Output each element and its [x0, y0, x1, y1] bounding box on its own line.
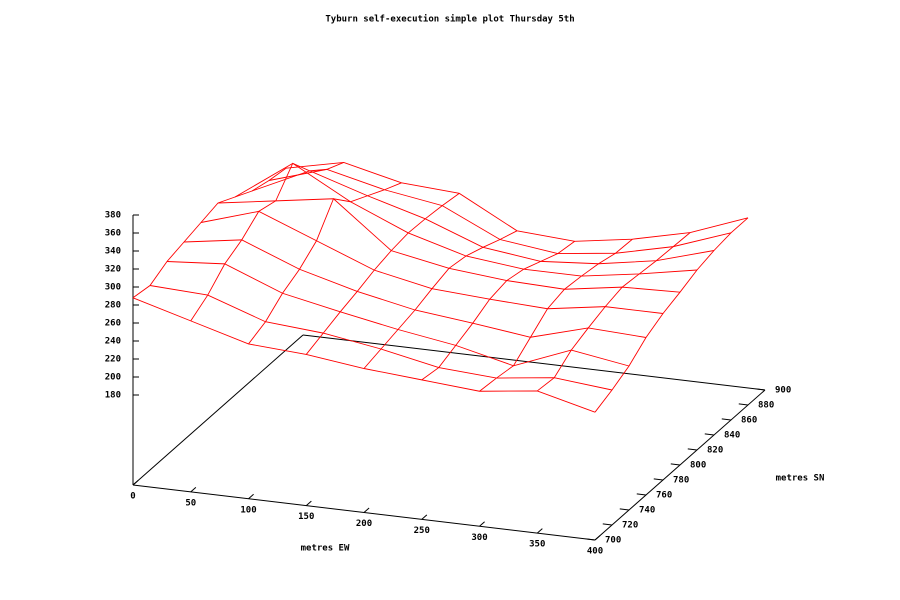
- x-tick: [190, 487, 197, 493]
- y-tick-label: 720: [622, 521, 638, 531]
- z-tick-label: 200: [105, 373, 121, 383]
- z-tick-label: 320: [105, 265, 121, 275]
- x-tick: [479, 521, 485, 527]
- x-tick-label: 350: [529, 540, 545, 550]
- y-tick: [738, 403, 749, 406]
- y-tick-label: 860: [741, 416, 757, 426]
- y-tick: [755, 388, 766, 391]
- mesh-row: [285, 162, 749, 242]
- base-edge: [302, 334, 766, 391]
- z-tick-label: 340: [105, 247, 121, 257]
- mesh-column: [305, 192, 460, 355]
- y-tick-label: 740: [639, 506, 655, 516]
- x-tick-label: 0: [130, 492, 135, 502]
- z-tick-label: 360: [105, 229, 121, 239]
- y-tick-label: 840: [724, 431, 740, 441]
- mesh-column: [594, 217, 749, 413]
- y-axis-label: metres SN: [776, 474, 825, 484]
- y-tick: [602, 523, 613, 526]
- mesh-column: [536, 232, 691, 392]
- mesh-row: [268, 168, 732, 255]
- mesh-row: [132, 297, 596, 413]
- x-tick: [363, 507, 370, 513]
- y-tick: [670, 463, 681, 466]
- base-edge: [132, 334, 304, 486]
- y-tick-label: 820: [707, 446, 723, 456]
- y-tick: [687, 448, 698, 451]
- y-tick-label: 700: [605, 536, 621, 546]
- mesh-row: [200, 210, 664, 314]
- y-tick-label: 760: [656, 491, 672, 501]
- y-tick: [721, 418, 732, 421]
- mesh-column: [479, 238, 633, 392]
- x-tick: [536, 528, 543, 534]
- x-tick: [305, 500, 312, 506]
- chart-title: Tyburn self-execution simple plot Thursd…: [325, 14, 574, 25]
- x-tick: [132, 480, 139, 486]
- x-tick-label: 300: [471, 533, 487, 543]
- mesh-row: [166, 261, 630, 367]
- x-tick-label: 200: [356, 519, 372, 529]
- y-tick-label: 800: [690, 461, 706, 471]
- x-tick: [421, 514, 428, 520]
- y-tick-label: 880: [758, 401, 774, 411]
- mesh-row: [149, 285, 613, 391]
- z-tick-label: 280: [105, 301, 121, 311]
- x-tick: [248, 493, 254, 500]
- mesh-row: [217, 198, 681, 293]
- y-tick: [636, 493, 647, 496]
- mesh-column: [132, 167, 287, 299]
- y-tick-label: 780: [673, 476, 689, 486]
- y-tick: [653, 478, 664, 481]
- z-tick-label: 220: [105, 355, 121, 365]
- y-tick: [619, 508, 630, 511]
- x-tick-label: 100: [240, 505, 256, 515]
- mesh-column: [190, 162, 344, 322]
- z-tick-label: 300: [105, 283, 121, 293]
- z-tick-label: 180: [105, 391, 121, 401]
- y-tick: [704, 433, 715, 436]
- mesh-column: [421, 240, 576, 381]
- mesh-column: [363, 230, 518, 369]
- z-tick-label: 260: [105, 319, 121, 329]
- y-tick-label: 900: [775, 386, 791, 396]
- y-tick: [585, 538, 596, 541]
- z-tick-label: 240: [105, 337, 121, 347]
- x-tick: [594, 535, 601, 541]
- x-tick-label: 150: [298, 512, 314, 522]
- x-tick-label: 400: [587, 547, 603, 557]
- mesh-column: [248, 182, 402, 345]
- x-axis-label: metres EW: [301, 544, 350, 554]
- x-tick-label: 250: [414, 526, 430, 536]
- x-tick-label: 50: [185, 498, 196, 508]
- z-tick-label: 380: [105, 211, 121, 221]
